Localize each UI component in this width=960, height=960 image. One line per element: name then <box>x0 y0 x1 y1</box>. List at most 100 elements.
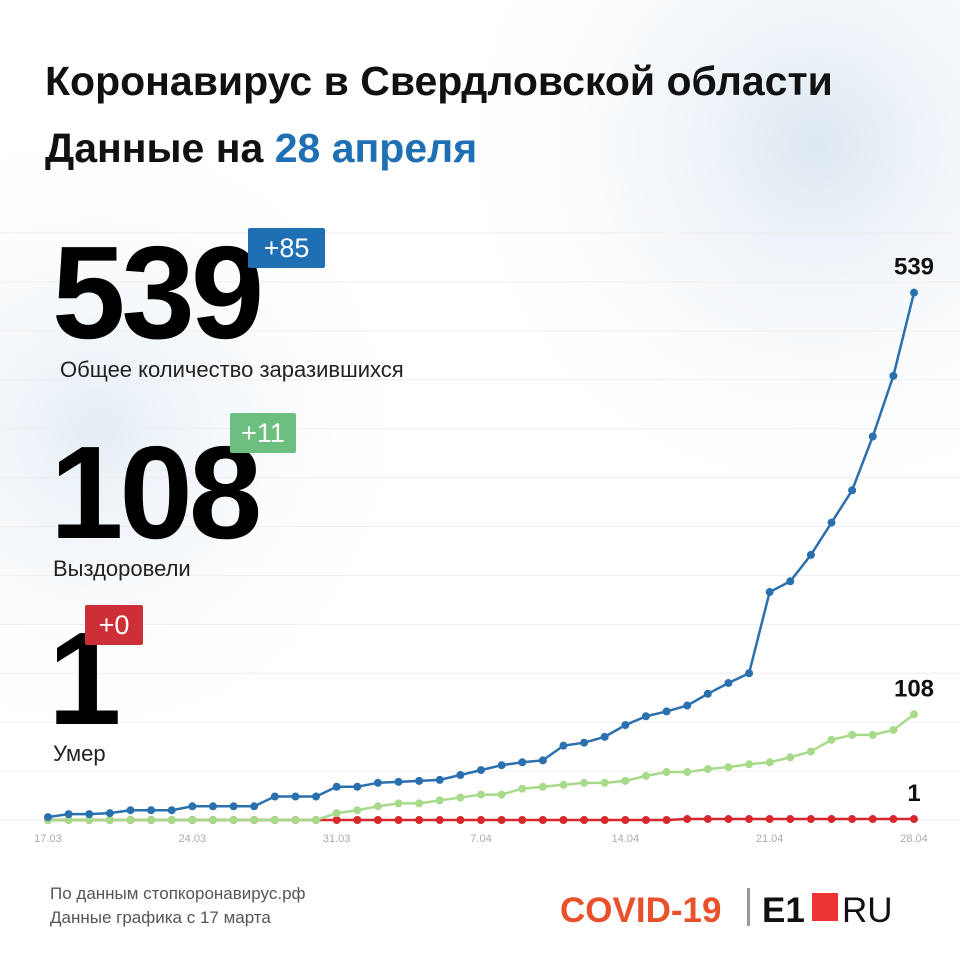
data-point <box>559 816 568 824</box>
data-point <box>786 577 795 586</box>
data-point <box>188 816 197 824</box>
x-tick-label: 7.04 <box>470 833 491 845</box>
stat-label: Умер <box>53 741 106 766</box>
data-point <box>745 669 754 678</box>
data-point <box>910 710 918 719</box>
data-point <box>848 815 857 824</box>
data-point <box>724 679 733 688</box>
data-point <box>291 792 300 801</box>
data-point <box>600 816 609 824</box>
data-point <box>786 753 795 762</box>
data-point <box>765 815 774 824</box>
data-point <box>105 816 114 824</box>
x-tick-label: 21.04 <box>756 833 784 845</box>
data-point <box>188 802 197 811</box>
stat-delta: +0 <box>99 610 130 640</box>
data-point <box>415 799 424 808</box>
data-point <box>353 816 362 824</box>
source: По данным стопкоронавирус.рф <box>50 884 306 903</box>
data-point <box>353 806 362 815</box>
data-point <box>208 816 217 824</box>
data-point <box>868 815 877 824</box>
data-point <box>477 790 485 799</box>
data-point <box>44 813 52 822</box>
note: Данные графика с 17 марта <box>50 908 271 927</box>
x-tick-label: 14.04 <box>612 833 640 845</box>
data-point <box>435 796 444 805</box>
logo: COVID-19 <box>560 891 721 930</box>
data-point <box>497 816 506 824</box>
badge <box>85 605 143 645</box>
data-point <box>85 816 94 824</box>
data-point <box>64 810 73 819</box>
stat-value: 108 <box>50 419 259 566</box>
data-point <box>538 816 547 824</box>
data-point <box>229 816 238 824</box>
data-point <box>580 816 589 824</box>
subtitle: Данные на 28 апреля <box>45 125 477 171</box>
data-point <box>703 689 712 698</box>
data-point <box>270 816 279 824</box>
data-point <box>806 550 815 559</box>
data-point <box>497 761 506 770</box>
data-point <box>600 732 609 741</box>
data-point <box>703 815 712 824</box>
stat-value: 539 <box>52 219 260 366</box>
data-point <box>662 816 671 824</box>
data-point <box>373 802 382 811</box>
stat-delta: +11 <box>241 418 285 448</box>
data-point <box>312 816 321 824</box>
data-point <box>312 792 321 801</box>
subtitle-lead: Данные на <box>45 125 265 171</box>
data-point <box>373 778 382 787</box>
data-point <box>889 371 898 380</box>
data-point <box>621 721 630 730</box>
stat-label: Выздоровели <box>53 556 191 581</box>
data-point <box>147 806 156 815</box>
brand: E1 <box>762 891 805 930</box>
data-point <box>435 816 444 824</box>
data-point <box>538 756 547 765</box>
data-point <box>683 815 692 824</box>
data-point <box>518 758 527 767</box>
data-point <box>641 771 650 780</box>
data-point <box>868 730 877 739</box>
data-point <box>765 588 774 597</box>
data-point <box>827 735 836 744</box>
data-point <box>394 777 403 786</box>
data-point <box>518 816 527 824</box>
data-point <box>208 802 217 811</box>
data-point <box>373 816 382 824</box>
data-point <box>291 816 300 824</box>
data-point <box>745 815 754 824</box>
data-point <box>477 766 485 775</box>
data-point <box>683 768 692 777</box>
data-point <box>827 815 836 824</box>
data-point <box>641 816 650 824</box>
badge <box>230 413 296 453</box>
data-point <box>621 816 630 824</box>
title: Коронавирус в Свердловской области <box>45 58 833 104</box>
data-point <box>580 738 589 747</box>
x-tick-label: 31.03 <box>323 833 351 845</box>
data-point <box>910 288 918 297</box>
data-point <box>889 725 898 734</box>
data-point <box>518 784 527 793</box>
data-point <box>456 816 465 824</box>
data-point <box>910 815 918 824</box>
data-point <box>559 741 568 750</box>
data-point <box>868 432 877 441</box>
data-point <box>662 707 671 716</box>
data-point <box>167 806 176 815</box>
data-point <box>126 816 135 824</box>
logo-divider <box>747 888 750 926</box>
data-point <box>477 816 485 824</box>
x-tick-label: 28.04 <box>900 833 928 845</box>
data-point <box>662 768 671 777</box>
x-tick-label: 17.03 <box>34 833 62 845</box>
x-tick-label: 24.03 <box>179 833 207 845</box>
stat-label: Общее количество заразившихся <box>60 357 404 382</box>
data-point <box>827 518 836 527</box>
